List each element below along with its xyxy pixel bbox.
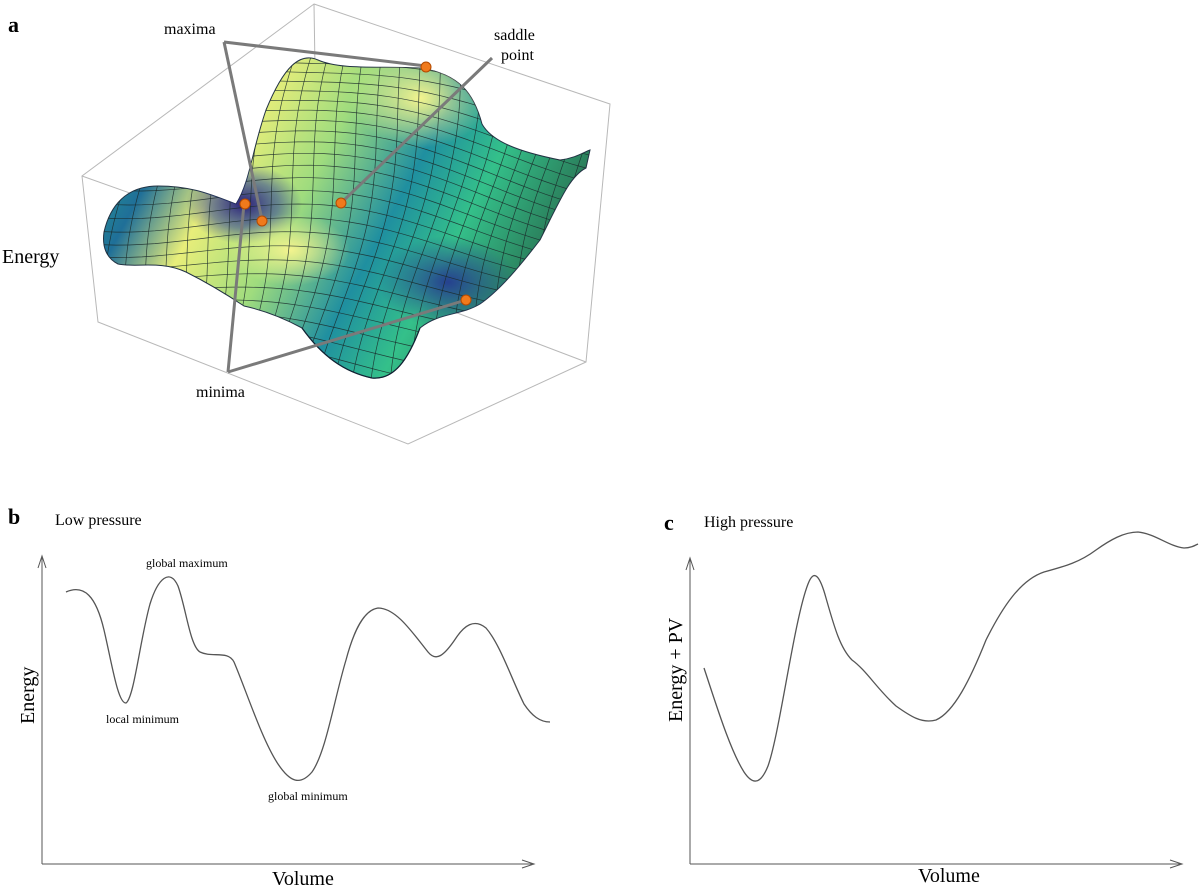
saddle-label-line1: saddle: [494, 27, 535, 44]
global-maximum-label: global maximum: [146, 556, 228, 570]
panel-c-label: c: [664, 510, 674, 535]
panel-a: a: [2, 3, 611, 445]
maximum-point-left: [256, 215, 268, 227]
minima-label: minima: [196, 384, 245, 401]
panel-b-axes: [37, 554, 536, 869]
critical-points: [239, 61, 472, 306]
local-minimum-label: local minimum: [106, 712, 180, 726]
energy-axis-label: Energy: [2, 246, 59, 268]
panel-a-label: a: [8, 12, 19, 37]
callout-lines: [222, 40, 494, 374]
maxima-label: maxima: [164, 21, 216, 38]
panel-c-axes: [685, 556, 1184, 869]
panel-b-title: Low pressure: [55, 512, 142, 529]
panel-c-ylabel: Energy + PV: [665, 617, 687, 722]
low-pressure-curve: [65, 576, 551, 782]
panel-b: b Low pressure global maximum local mini…: [8, 504, 551, 885]
energy-surface: [103, 57, 591, 379]
maximum-point-top: [420, 61, 432, 73]
panel-c-title: High pressure: [704, 514, 793, 531]
panel-b-ylabel: Energy: [17, 667, 39, 724]
minimum-point-right: [460, 294, 472, 306]
saddle-point-marker: [335, 197, 347, 209]
panel-c: c High pressure Volume Energy + PV: [664, 510, 1199, 885]
global-minimum-label: global minimum: [268, 789, 348, 803]
panel-b-xlabel: Volume: [272, 868, 334, 885]
panel-c-xlabel: Volume: [918, 865, 980, 885]
saddle-label-line2: point: [501, 47, 534, 64]
minimum-point-left: [239, 198, 251, 210]
high-pressure-curve: [703, 531, 1199, 782]
panel-b-label: b: [8, 504, 20, 529]
